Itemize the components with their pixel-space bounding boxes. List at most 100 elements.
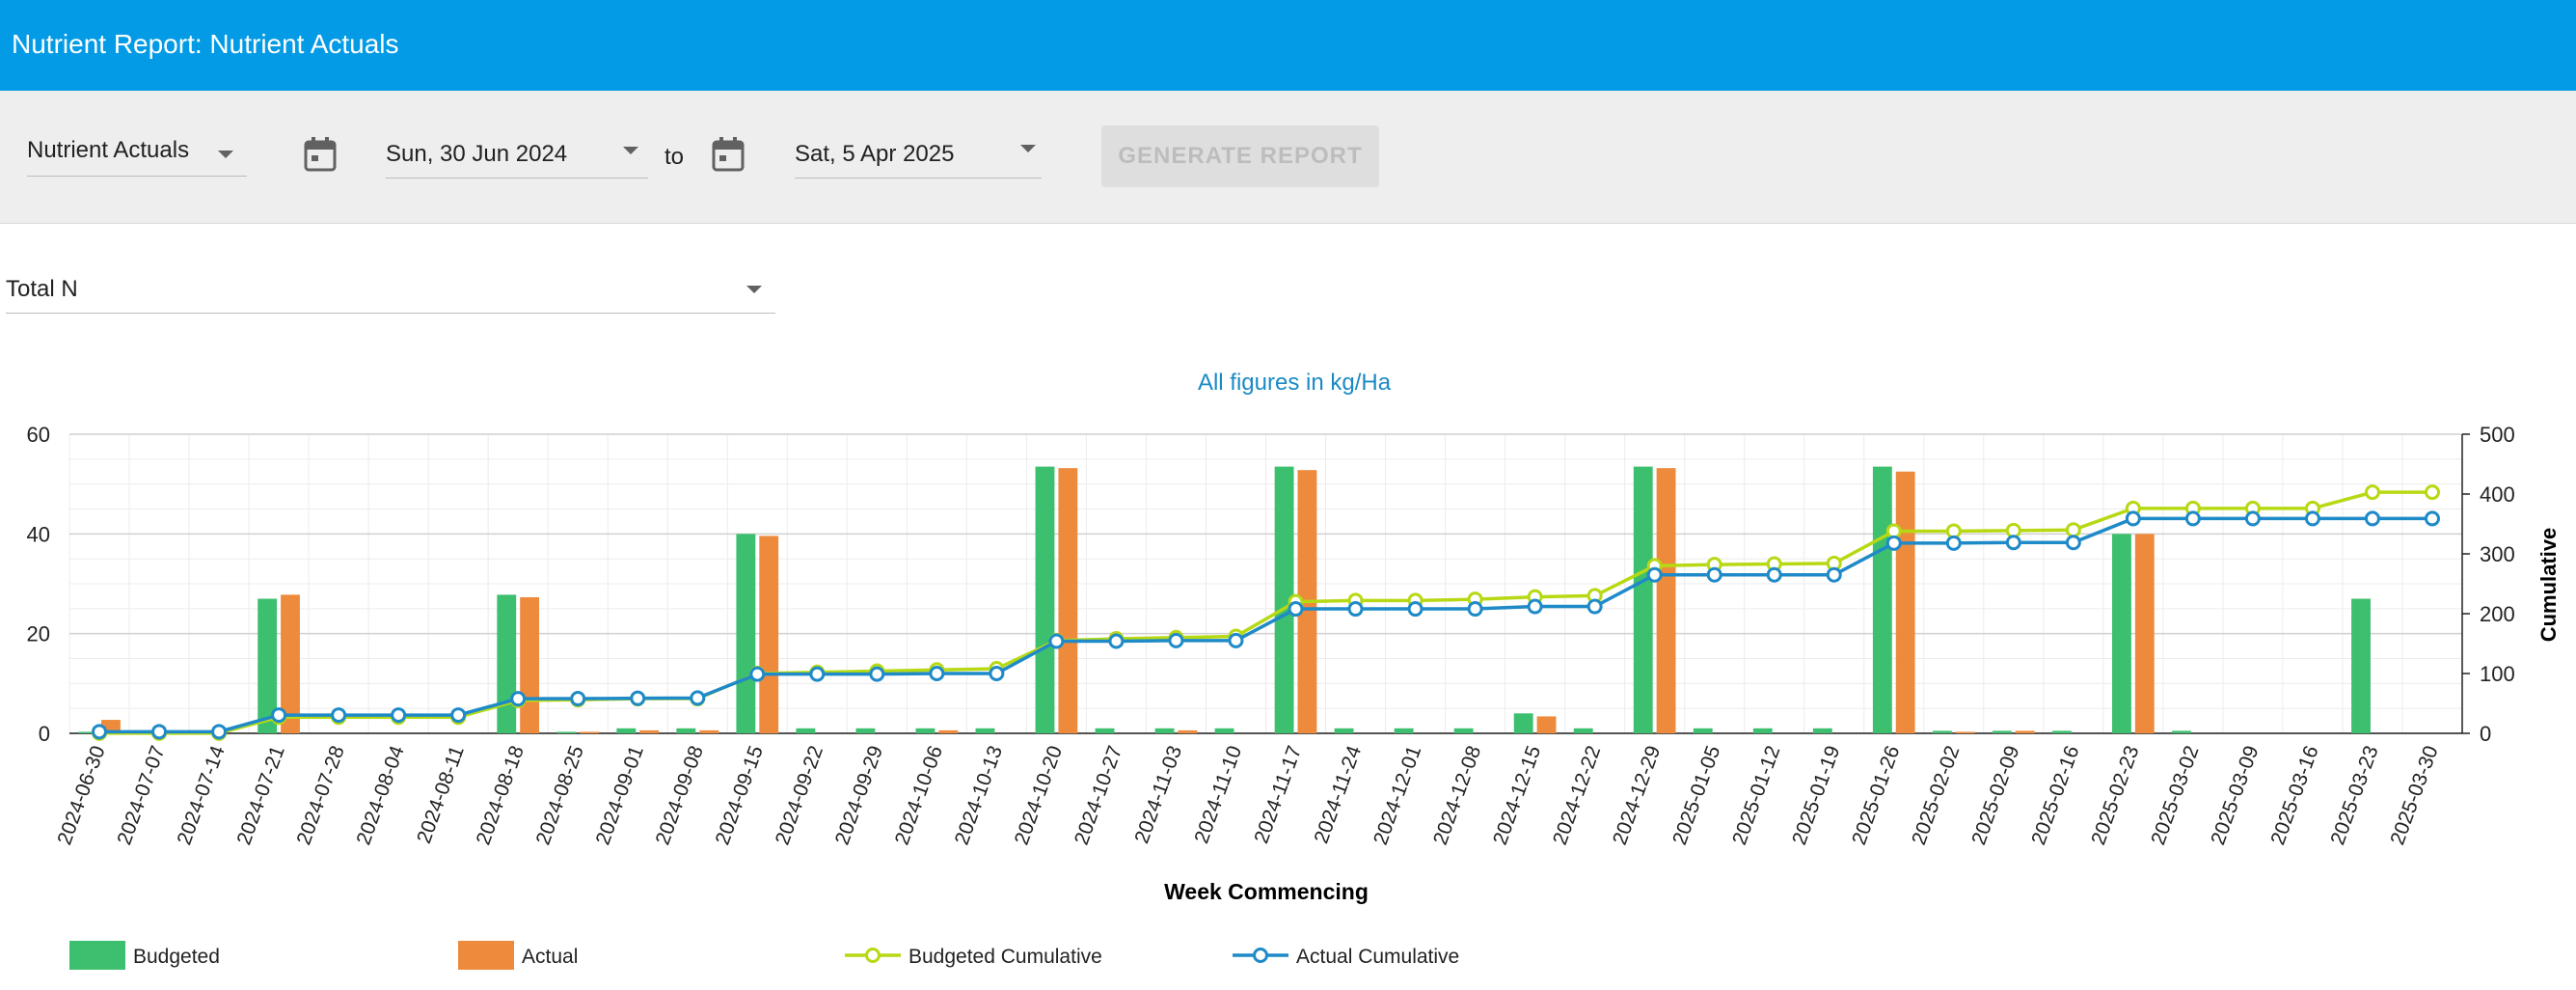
- x-tick-label: 2025-03-30: [2386, 743, 2442, 848]
- report-type-value: Nutrient Actuals: [27, 137, 190, 163]
- budgeted-bar: [1154, 728, 1175, 733]
- legend-label: Actual Cumulative: [1296, 946, 1459, 968]
- actual-cumulative-point: [1527, 598, 1543, 615]
- actual-cumulative-point: [2364, 510, 2380, 527]
- x-tick-label: 2024-12-29: [1609, 743, 1665, 848]
- generate-report-button[interactable]: GENERATE REPORT: [1101, 125, 1379, 187]
- x-tick-label: 2025-01-19: [1788, 743, 1844, 848]
- chevron-down-icon[interactable]: [623, 147, 638, 154]
- actual-bar: [759, 536, 779, 733]
- y-tick-label: 60: [27, 423, 50, 447]
- budgeted-bar: [1992, 730, 2012, 733]
- actual-cumulative-point: [570, 691, 586, 707]
- budgeted-bar: [1513, 713, 1533, 733]
- x-tick-label: 2025-03-23: [2326, 743, 2382, 848]
- actual-cumulative-point: [92, 724, 108, 740]
- actual-cumulative-point: [2304, 510, 2320, 527]
- actual-cumulative-point: [1586, 598, 1603, 615]
- actual-cumulative-point: [450, 707, 467, 724]
- from-date-picker[interactable]: Sun, 30 Jun 2024: [386, 133, 648, 179]
- actual-cumulative-point: [1467, 601, 1483, 618]
- actual-bar: [639, 729, 660, 733]
- x-tick-label: 2024-10-06: [891, 743, 947, 848]
- budgeted-bar: [1573, 728, 1593, 733]
- chart-title: All figures in kg/Ha: [1198, 370, 1392, 396]
- x-tick-label: 2024-10-20: [1011, 743, 1067, 848]
- actual-bar: [2015, 730, 2035, 733]
- actual-cumulative-point: [1826, 566, 1842, 583]
- date-range-to-label: to: [664, 144, 685, 170]
- actual-bar: [1955, 731, 1975, 733]
- budgeted-bar: [1214, 728, 1234, 733]
- budgeted-bar: [1453, 728, 1474, 733]
- x-tick-label: 2024-09-01: [592, 743, 648, 848]
- budgeted-bar: [78, 731, 98, 733]
- actual-bar: [1058, 468, 1078, 733]
- to-date-picker[interactable]: Sat, 5 Apr 2025: [795, 133, 1042, 179]
- y2-axis-label: Cumulative: [2536, 528, 2561, 643]
- actual-cumulative-point: [391, 707, 407, 724]
- actual-bar: [1895, 471, 1915, 733]
- x-tick-label: 2025-01-05: [1668, 743, 1724, 848]
- actual-bar: [2134, 534, 2155, 733]
- x-tick-label: 2024-06-30: [53, 743, 109, 848]
- y-tick-label: 0: [39, 722, 50, 746]
- nutrient-chart: All figures in kg/Ha 0 20 40 60 0 100 200 300 400…: [27, 370, 2561, 970]
- actual-bar: [580, 731, 600, 733]
- actual-cumulative-point: [2184, 510, 2201, 527]
- x-tick-label: 2024-12-08: [1429, 743, 1485, 848]
- actual-cumulative-point: [1885, 535, 1902, 551]
- from-date-value: Sun, 30 Jun 2024: [386, 141, 568, 167]
- calendar-icon[interactable]: [304, 137, 337, 172]
- actual-cumulative-point: [1766, 566, 1782, 583]
- y2-tick-label: 100: [2480, 662, 2515, 686]
- x-tick-label: 2025-01-12: [1728, 743, 1784, 848]
- x-tick-label: 2024-10-13: [951, 743, 1007, 848]
- actual-bar: [520, 596, 540, 733]
- x-tick-label: 2024-08-04: [352, 743, 408, 848]
- budgeted-bar: [556, 731, 577, 733]
- actual-cumulative-point: [2125, 510, 2141, 527]
- budgeted-bar: [2112, 534, 2131, 733]
- x-tick-label: 2024-08-25: [532, 743, 588, 848]
- actual-bar: [281, 594, 300, 733]
- y2-tick-label: 400: [2480, 482, 2515, 507]
- report-type-select[interactable]: Nutrient Actuals: [27, 131, 247, 177]
- actual-cumulative-point: [749, 666, 766, 682]
- actual-cumulative-point: [630, 690, 646, 706]
- actual-cumulative-point: [331, 707, 347, 724]
- x-tick-label: 2024-09-22: [772, 743, 827, 848]
- y2-tick-label: 500: [2480, 423, 2515, 447]
- x-tick-label: 2024-08-18: [473, 743, 529, 848]
- budgeted-bar: [1633, 466, 1653, 733]
- actual-bar: [1536, 716, 1557, 733]
- chevron-down-icon[interactable]: [746, 286, 762, 293]
- legend-budgeted-swatch: [69, 941, 125, 970]
- x-tick-label: 2025-02-23: [2087, 743, 2143, 848]
- x-tick-label: 2025-02-09: [1967, 743, 2023, 848]
- nutrient-value: Total N: [6, 276, 78, 302]
- x-tick-label: 2024-12-15: [1489, 743, 1545, 848]
- actual-cumulative-point: [2065, 535, 2081, 551]
- budgeted-bar: [975, 728, 995, 733]
- budgeted-cumulative-point: [2424, 484, 2440, 501]
- budgeted-bar: [855, 728, 876, 733]
- actual-cumulative-point: [989, 666, 1005, 681]
- budgeted-bar: [915, 728, 935, 733]
- chevron-down-icon[interactable]: [1020, 145, 1036, 152]
- budgeted-bar: [2051, 730, 2072, 733]
- actual-cumulative-point: [2244, 510, 2261, 527]
- budgeted-cumulative-point: [2065, 522, 2081, 538]
- actual-cumulative-point: [1288, 601, 1304, 618]
- x-tick-label: 2024-12-22: [1549, 743, 1605, 848]
- legend-label: Budgeted: [133, 946, 220, 968]
- calendar-icon[interactable]: [712, 137, 745, 172]
- nutrient-select[interactable]: Total N: [6, 270, 775, 314]
- actual-cumulative-point: [1168, 632, 1184, 648]
- app-bar: Nutrient Report: Nutrient Actuals: [0, 0, 2576, 91]
- chevron-down-icon[interactable]: [218, 151, 233, 158]
- budgeted-bar: [2351, 598, 2371, 733]
- actual-cumulative-point: [2424, 510, 2440, 527]
- y2-tick-label: 300: [2480, 542, 2515, 566]
- budgeted-bar: [1932, 730, 1952, 733]
